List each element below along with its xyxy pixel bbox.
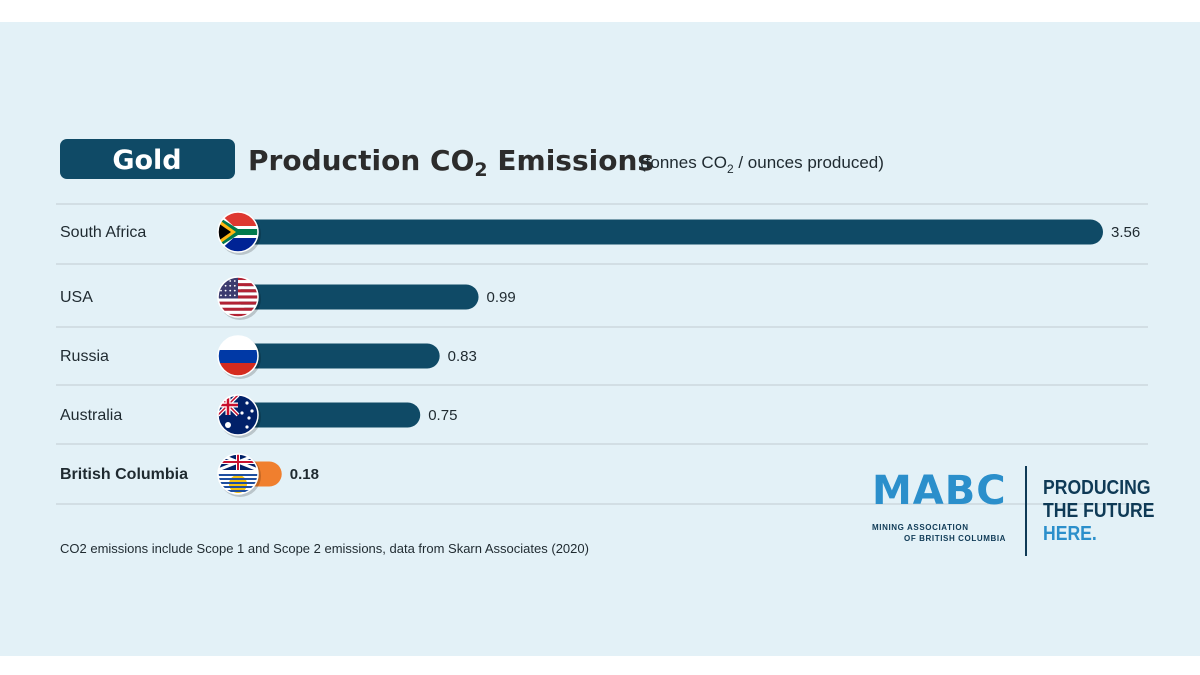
unit-label-pre: (tonnes CO (640, 153, 727, 172)
usa-flag (217, 276, 259, 318)
tagline-line2: THE FUTURE (1043, 500, 1155, 522)
chart-title-end: Emissions (488, 144, 654, 177)
south-africa-flag (217, 211, 259, 253)
footnote: CO2 emissions include Scope 1 and Scope … (60, 541, 589, 556)
mabc-logo: MABC MINING ASSOCIATION OF BRITISH COLUM… (872, 466, 1162, 558)
chart-title-main: Production CO (248, 144, 474, 177)
bar (238, 343, 440, 369)
logo-subtitle-line1: MINING ASSOCIATION (872, 523, 969, 532)
category-label: British Columbia (60, 466, 188, 483)
chart-title: Production CO2 Emissions (248, 144, 654, 181)
chart-rows: South Africa 3.56 USA 0.99 Russia 0.83 Austral… (56, 203, 1148, 505)
chart-panel (0, 22, 1200, 656)
unit-label-subscript: 2 (727, 162, 734, 176)
russia-flag (217, 335, 259, 377)
tagline-line1: PRODUCING (1043, 477, 1151, 499)
logo-divider (1025, 466, 1027, 556)
metal-badge-label: Gold (112, 145, 181, 176)
category-label: USA (60, 289, 93, 306)
value-label: 0.83 (448, 348, 477, 365)
logo-wordmark: MABC (872, 468, 1007, 514)
value-label: 0.75 (428, 407, 457, 424)
value-label: 0.18 (290, 466, 319, 483)
logo-subtitle-line2: OF BRITISH COLUMBIA (904, 534, 1007, 543)
australia-flag (217, 394, 259, 436)
metal-badge (60, 139, 235, 179)
british-columbia-flag (217, 453, 259, 495)
category-label: Russia (60, 348, 109, 365)
bar (238, 284, 479, 310)
bar (238, 219, 1103, 245)
chart-title-subscript: 2 (474, 159, 487, 181)
unit-label: (tonnes CO2 / ounces produced) (640, 153, 884, 176)
category-label: Australia (60, 407, 122, 424)
value-label: 0.99 (487, 289, 516, 306)
category-label: South Africa (60, 224, 146, 241)
value-label: 3.56 (1111, 224, 1140, 241)
unit-label-post: / ounces produced) (734, 153, 884, 172)
bar (238, 402, 421, 428)
tagline-line3: HERE. (1043, 523, 1097, 545)
